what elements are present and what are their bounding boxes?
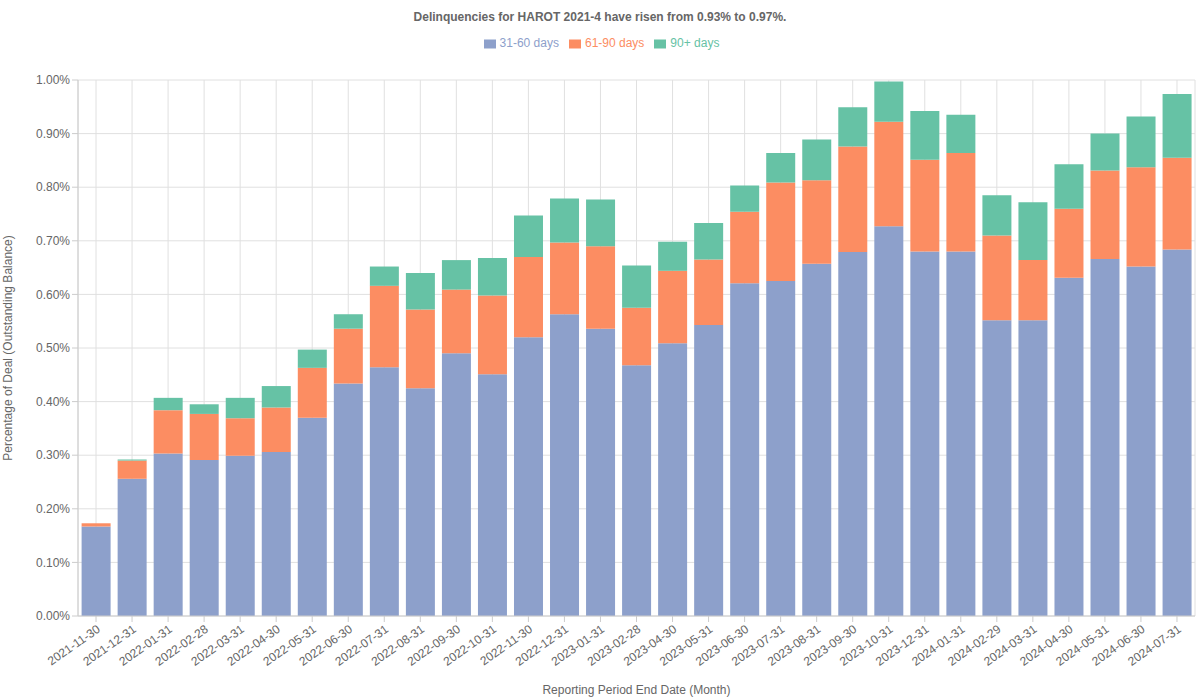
svg-text:2023-08-31: 2023-08-31 (765, 622, 824, 669)
html-text:90+ days: 90+ days (670, 36, 720, 50)
svg-text:0.50%: 0.50% (36, 341, 70, 355)
svg-text:2024-06-30: 2024-06-30 (1089, 622, 1148, 669)
html-text:31-60 days: 31-60 days (499, 36, 559, 50)
svg-text:0.20%: 0.20% (36, 502, 70, 516)
svg-text:2024-01-31: 2024-01-31 (909, 622, 968, 669)
svg-text:0.10%: 0.10% (36, 556, 70, 570)
svg-text:2022-05-31: 2022-05-31 (260, 622, 319, 669)
svg-text:2023-06-30: 2023-06-30 (692, 622, 752, 669)
svg-text:2024-05-31: 2024-05-31 (1053, 622, 1112, 669)
html-text:Delinquencies for HAROT 2021-4: Delinquencies for HAROT 2021-4 have rise… (413, 10, 787, 24)
svg-text:2022-08-31: 2022-08-31 (368, 622, 427, 669)
svg-text:2021-12-31: 2021-12-31 (80, 622, 139, 669)
svg-text:2024-04-30: 2024-04-30 (1017, 622, 1076, 669)
svg-text:2024-03-31: 2024-03-31 (981, 622, 1040, 669)
svg-text:Reporting Period End Date (Mon: Reporting Period End Date (Month) (542, 683, 730, 697)
svg-text:2023-07-31: 2023-07-31 (728, 622, 788, 669)
svg-text:2024-02-29: 2024-02-29 (945, 622, 1004, 669)
svg-text:2022-01-31: 2022-01-31 (116, 622, 175, 669)
svg-text:2023-05-31: 2023-05-31 (656, 622, 716, 669)
svg-text:Percentage of Deal (Outstandin: Percentage of Deal (Outstanding Balance) (8, 235, 15, 460)
svg-text:0.60%: 0.60% (36, 288, 70, 302)
svg-text:2024-07-31: 2024-07-31 (1125, 622, 1184, 669)
svg-text:2022-02-28: 2022-02-28 (152, 622, 211, 669)
svg-text:2023-09-30: 2023-09-30 (801, 622, 860, 669)
svg-text:2022-03-31: 2022-03-31 (188, 622, 247, 669)
svg-text:2023-12-31: 2023-12-31 (873, 622, 932, 669)
svg-text:2023-01-31: 2023-01-31 (548, 622, 608, 669)
svg-text:2022-09-30: 2022-09-30 (404, 622, 463, 669)
svg-text:2022-12-31: 2022-12-31 (512, 622, 571, 669)
svg-text:2022-10-31: 2022-10-31 (440, 622, 499, 669)
svg-text:2022-07-31: 2022-07-31 (332, 622, 391, 669)
svg-text:0.40%: 0.40% (36, 395, 70, 409)
svg-text:2023-04-30: 2023-04-30 (620, 622, 680, 669)
svg-text:2023-02-28: 2023-02-28 (584, 622, 644, 669)
svg-text:2022-04-30: 2022-04-30 (224, 622, 283, 669)
svg-text:0.90%: 0.90% (36, 127, 70, 141)
svg-text:2021-11-30: 2021-11-30 (45, 622, 103, 669)
svg-text:2022-11-30: 2022-11-30 (477, 622, 535, 669)
svg-text:2022-06-30: 2022-06-30 (296, 622, 355, 669)
svg-text:2023-10-31: 2023-10-31 (837, 622, 896, 669)
svg-text:0.30%: 0.30% (36, 448, 70, 462)
svg-text:0.80%: 0.80% (36, 180, 70, 194)
svg-text:0.00%: 0.00% (36, 609, 70, 623)
html-text:61-90 days: 61-90 days (585, 36, 645, 50)
svg-text:1.00%: 1.00% (36, 73, 70, 87)
svg-text:0.70%: 0.70% (36, 234, 70, 248)
